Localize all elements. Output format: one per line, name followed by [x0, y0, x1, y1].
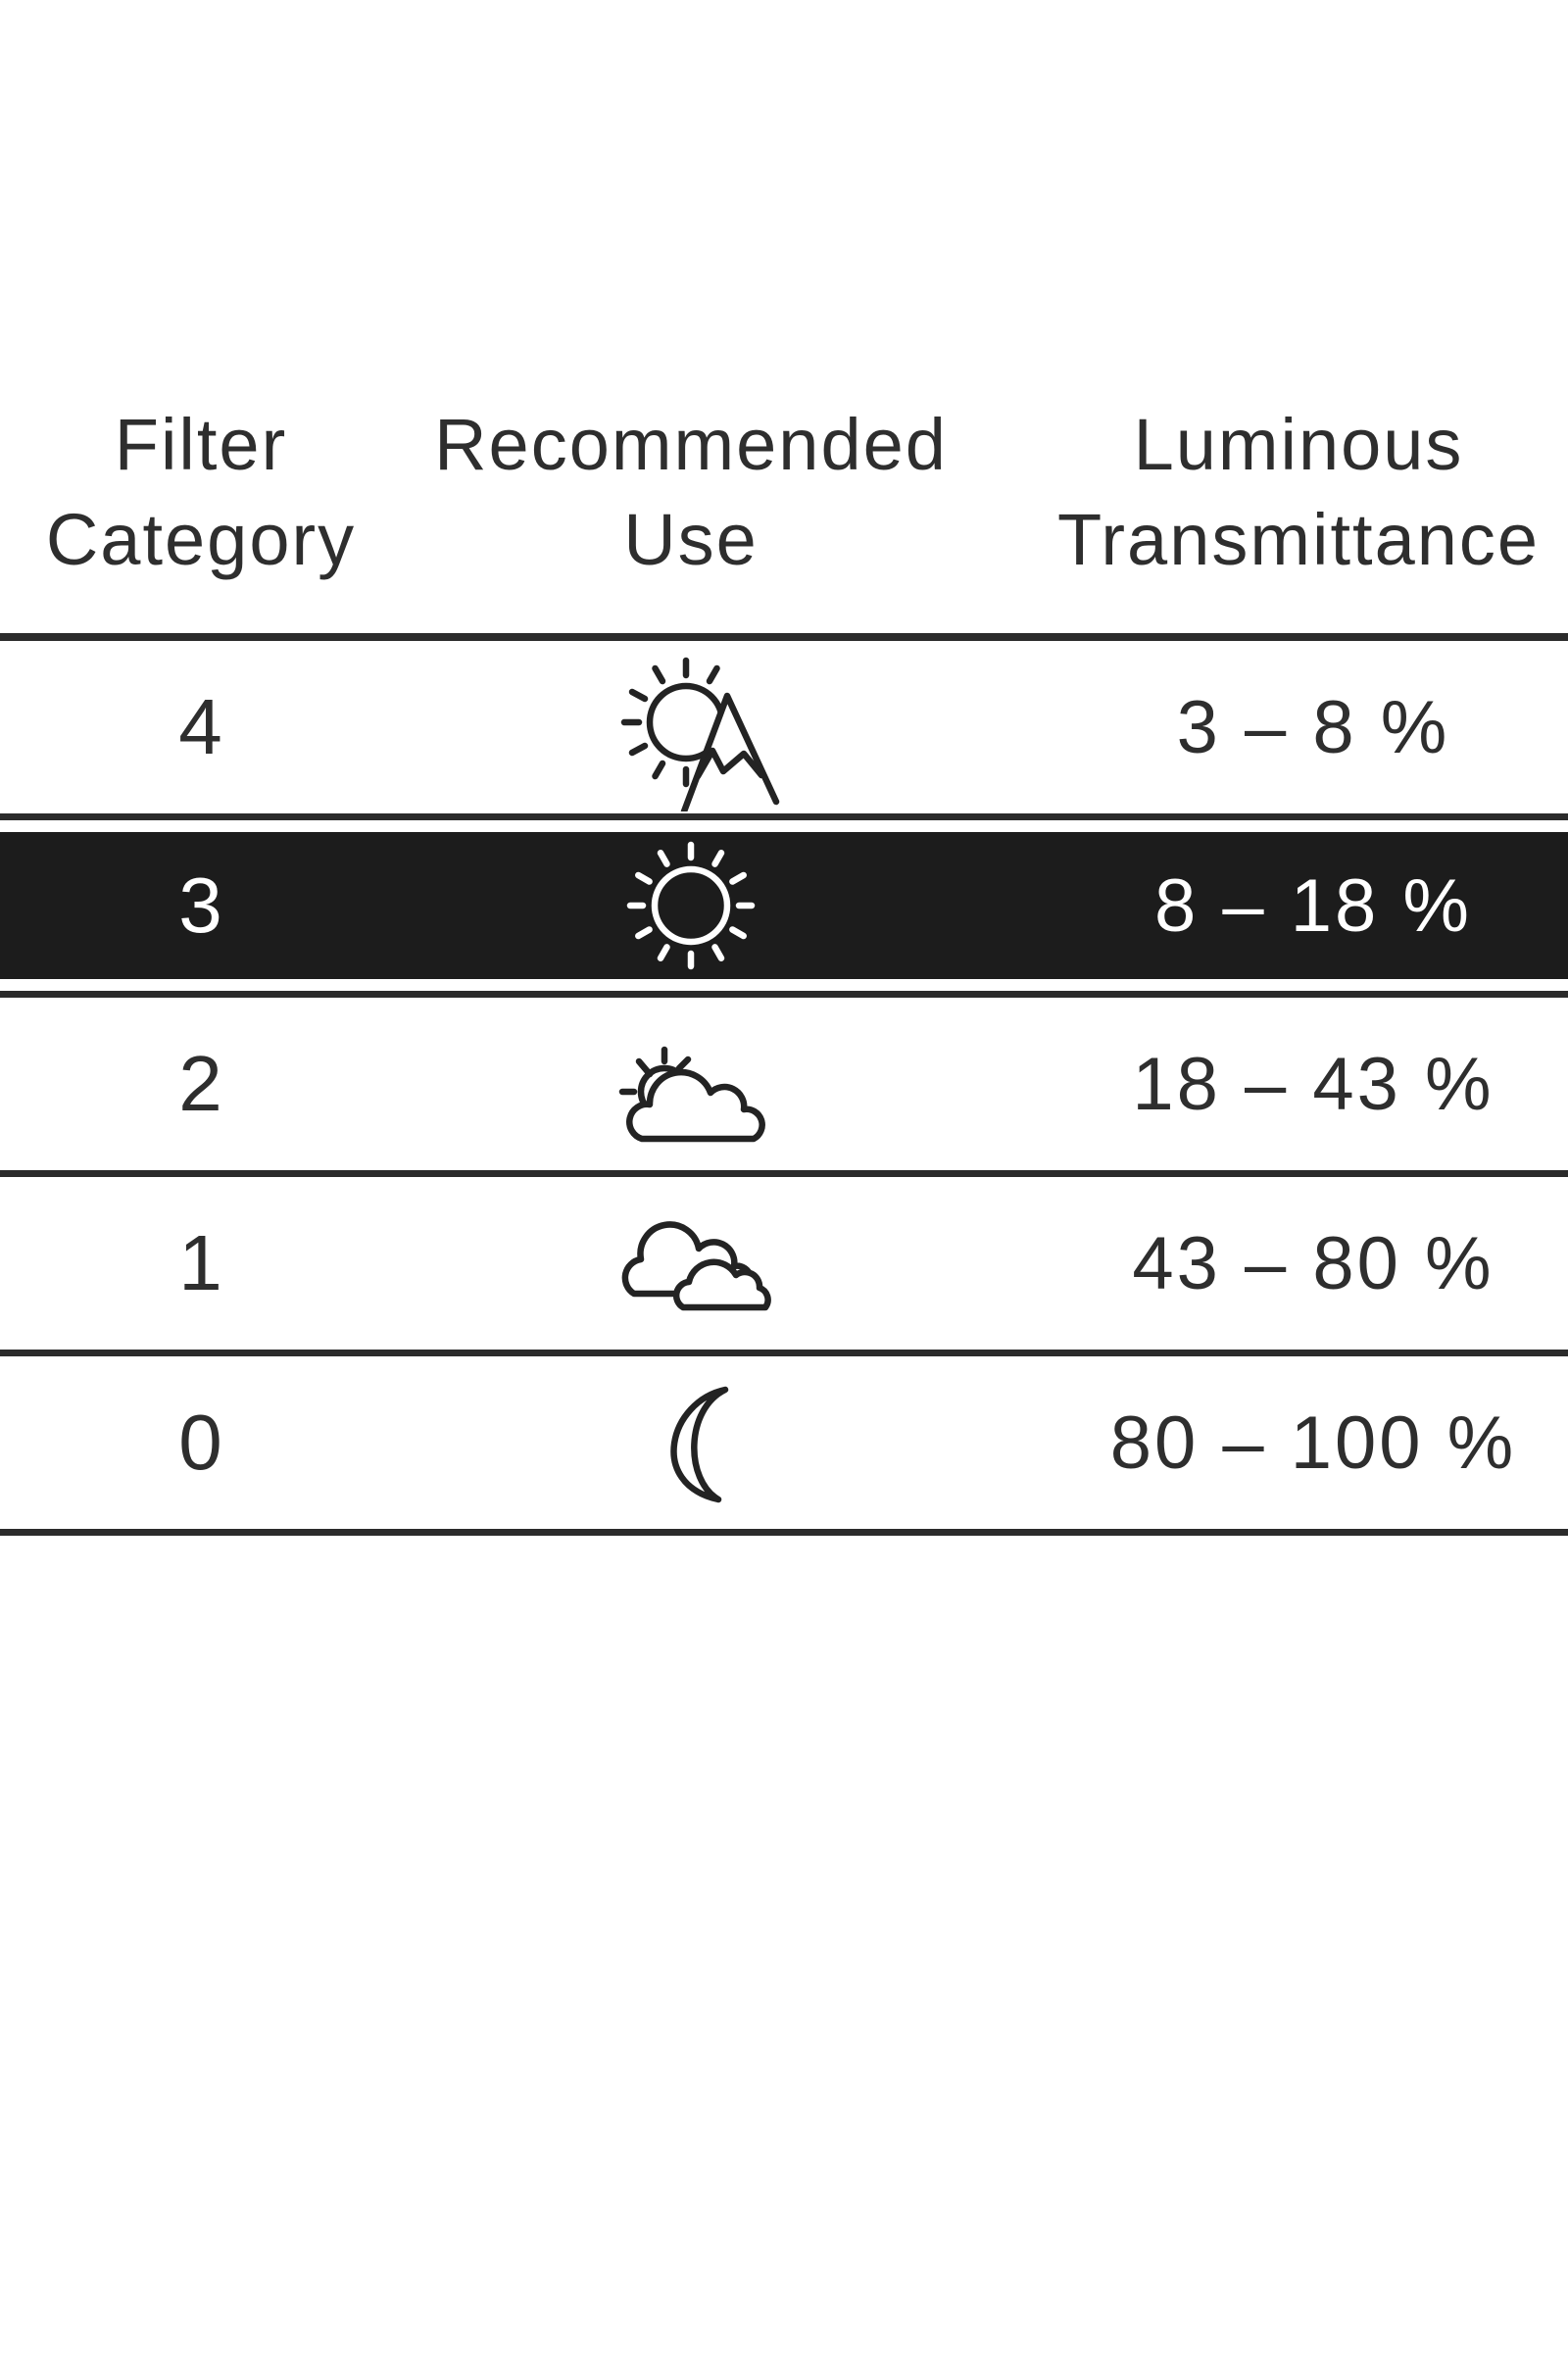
filter-category-value: 3 — [178, 861, 223, 949]
transmittance-value: 80 – 100 % — [1109, 1400, 1517, 1485]
header-line: Use — [623, 499, 759, 580]
table-row: 0 80 – 100 % — [0, 1356, 1568, 1536]
clouds-icon — [402, 1177, 980, 1350]
header-line: Luminous — [1133, 404, 1464, 485]
column-header-recommended-use: Recommended Use — [402, 397, 980, 587]
header-line: Recommended — [434, 404, 948, 485]
transmittance-value: 3 – 8 % — [1176, 685, 1450, 769]
filter-category-value: 4 — [178, 683, 223, 770]
header-line: Filter — [114, 404, 288, 485]
transmittance-value: 18 – 43 % — [1132, 1042, 1494, 1126]
header-line: Transmittance — [1056, 499, 1541, 580]
table-row: 1 43 – 80 % — [0, 1177, 1568, 1356]
filter-category-value: 1 — [178, 1219, 223, 1306]
header-line: Category — [45, 499, 357, 580]
filter-category-table: Filter Category Recommended Use Luminous… — [0, 397, 1568, 2357]
filter-category-value: 2 — [178, 1040, 223, 1127]
sun-icon — [402, 832, 980, 979]
filter-category-value: 0 — [178, 1399, 223, 1486]
highlighted-row-wrapper: 3 — [0, 820, 1568, 998]
moon-icon — [402, 1356, 980, 1529]
table-row: 2 18 – 43 % — [0, 998, 1568, 1177]
table-header: Filter Category Recommended Use Luminous… — [0, 397, 1568, 641]
table-row-highlighted: 3 — [0, 832, 1568, 979]
column-header-luminous-transmittance: Luminous Transmittance — [1004, 397, 1568, 587]
transmittance-value: 43 – 80 % — [1132, 1221, 1494, 1305]
sun-over-mountain-icon — [402, 641, 980, 813]
sun-behind-cloud-icon — [402, 998, 980, 1170]
transmittance-value: 8 – 18 % — [1154, 863, 1472, 948]
column-header-filter-category: Filter Category — [0, 397, 402, 587]
table-row: 4 3 – — [0, 641, 1568, 820]
